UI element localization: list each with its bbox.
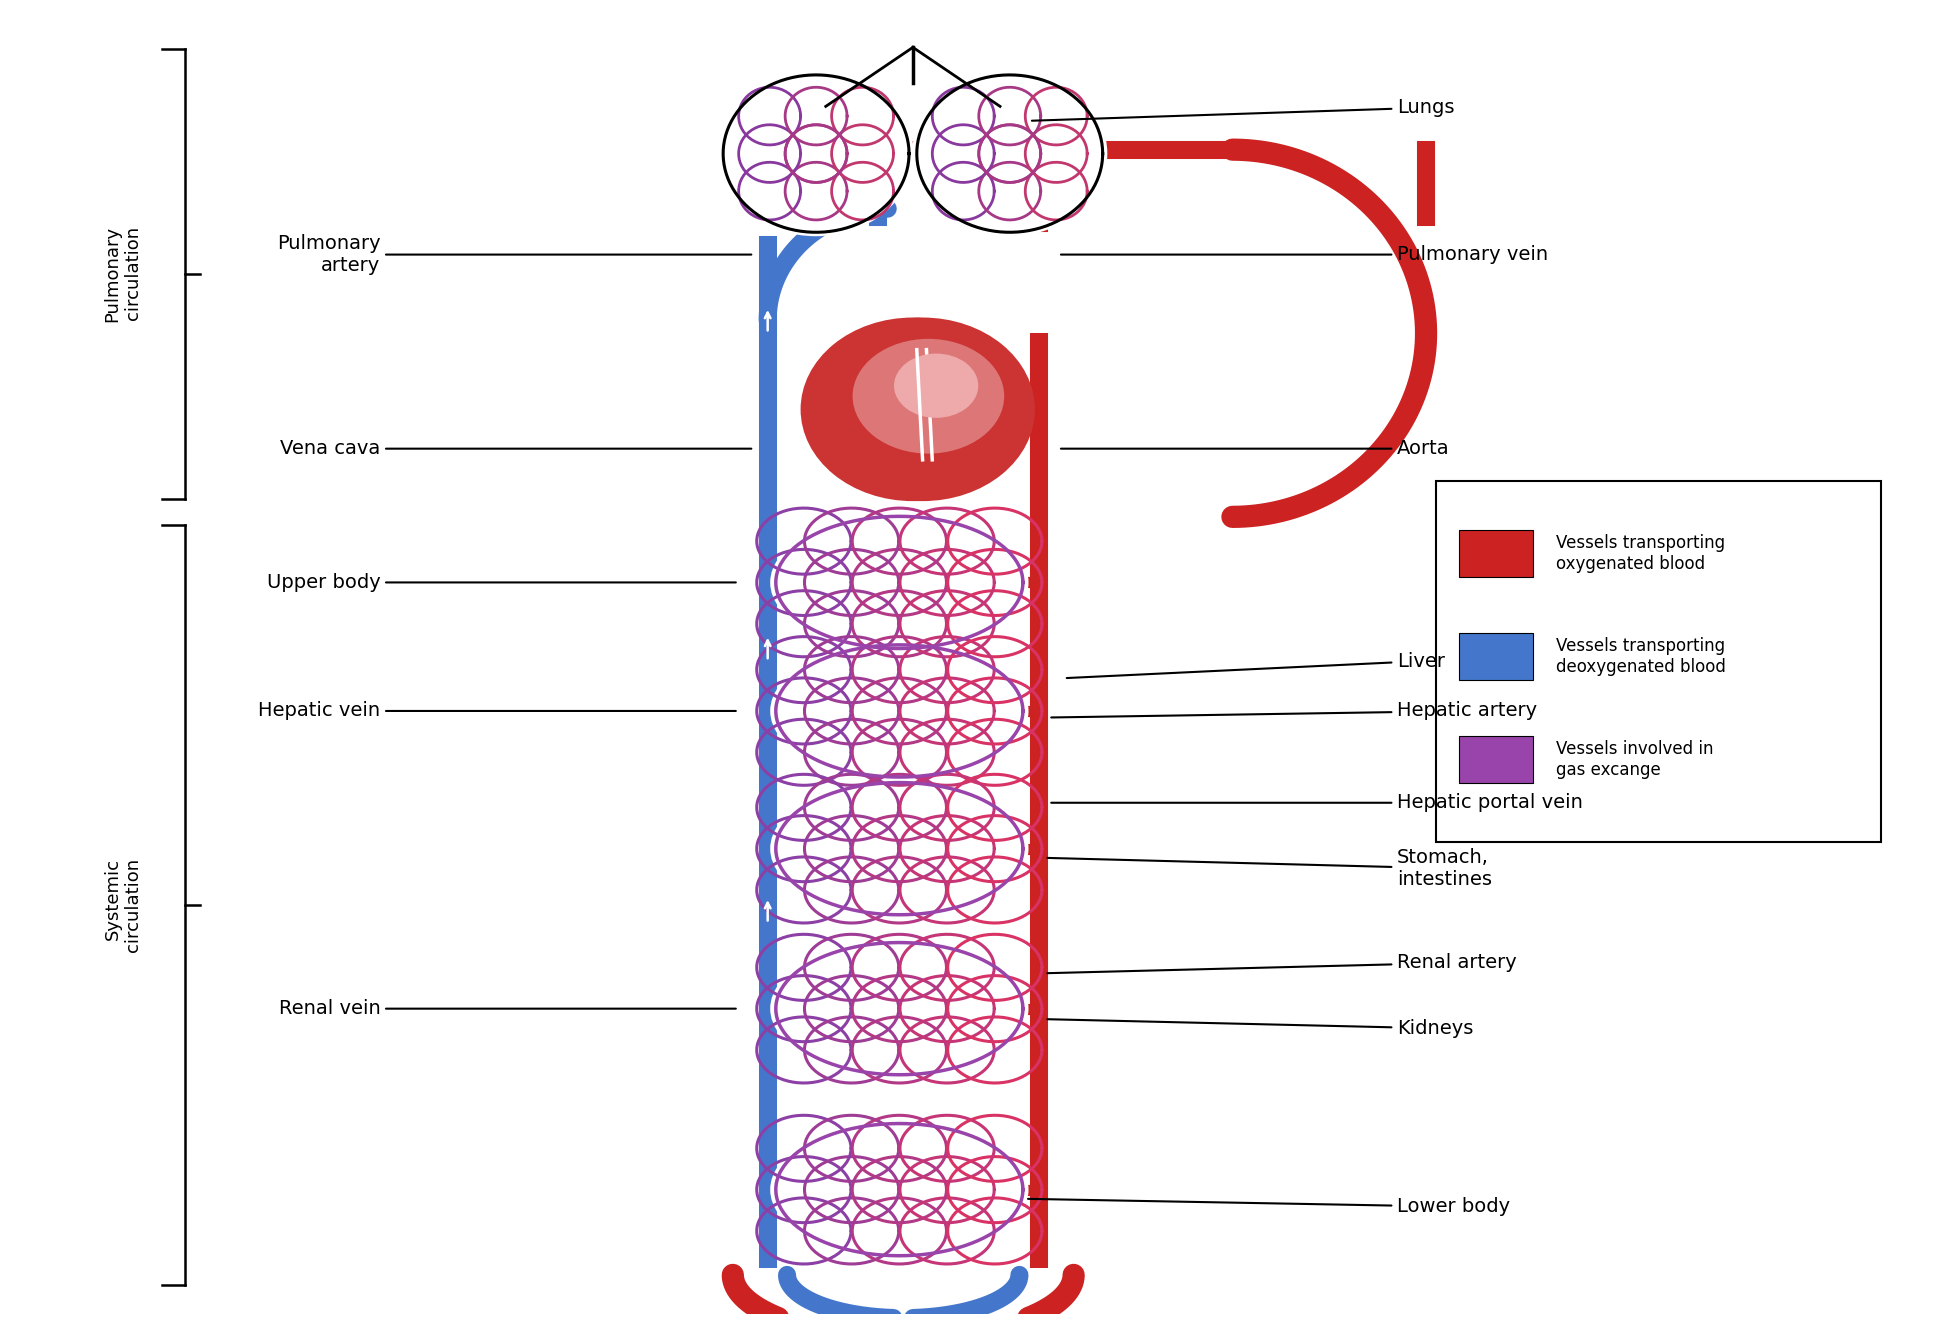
Text: Vessels involved in
gas excange: Vessels involved in gas excange xyxy=(1556,740,1713,780)
Ellipse shape xyxy=(771,643,1029,780)
Ellipse shape xyxy=(862,338,1014,453)
Ellipse shape xyxy=(771,780,1029,918)
Ellipse shape xyxy=(903,353,988,417)
Text: Kidneys: Kidneys xyxy=(1047,1019,1474,1038)
Ellipse shape xyxy=(771,514,1029,652)
Ellipse shape xyxy=(719,71,913,236)
FancyBboxPatch shape xyxy=(1435,482,1882,842)
Ellipse shape xyxy=(771,1121,1029,1259)
Text: Stomach,
intestines: Stomach, intestines xyxy=(1047,848,1491,889)
Ellipse shape xyxy=(853,338,1004,453)
Text: Systemic
circulation: Systemic circulation xyxy=(103,857,142,952)
Text: Renal vein: Renal vein xyxy=(278,1000,736,1018)
Ellipse shape xyxy=(810,317,1035,502)
Text: Lungs: Lungs xyxy=(1031,99,1455,121)
Text: Aorta: Aorta xyxy=(1060,439,1449,458)
Bar xyxy=(1458,736,1532,784)
Text: Pulmonary
circulation: Pulmonary circulation xyxy=(103,225,142,321)
Text: Renal artery: Renal artery xyxy=(1047,954,1517,973)
Ellipse shape xyxy=(771,940,1029,1077)
Text: Hepatic portal vein: Hepatic portal vein xyxy=(1051,793,1583,813)
Text: Pulmonary vein: Pulmonary vein xyxy=(1060,245,1548,265)
Ellipse shape xyxy=(893,353,979,417)
Ellipse shape xyxy=(800,317,1025,502)
Bar xyxy=(1458,633,1532,681)
Text: Lower body: Lower body xyxy=(1027,1197,1511,1216)
Text: Hepatic vein: Hepatic vein xyxy=(258,702,736,720)
Text: Upper body: Upper body xyxy=(266,573,736,591)
Text: Hepatic artery: Hepatic artery xyxy=(1051,702,1538,720)
Bar xyxy=(1458,529,1532,577)
Text: Pulmonary
artery: Pulmonary artery xyxy=(278,234,752,275)
Text: Liver: Liver xyxy=(1066,652,1445,678)
Text: Vena cava: Vena cava xyxy=(280,439,752,458)
Text: Vessels transporting
oxygenated blood: Vessels transporting oxygenated blood xyxy=(1556,535,1724,573)
Ellipse shape xyxy=(913,71,1107,236)
Text: Vessels transporting
deoxygenated blood: Vessels transporting deoxygenated blood xyxy=(1556,637,1726,676)
